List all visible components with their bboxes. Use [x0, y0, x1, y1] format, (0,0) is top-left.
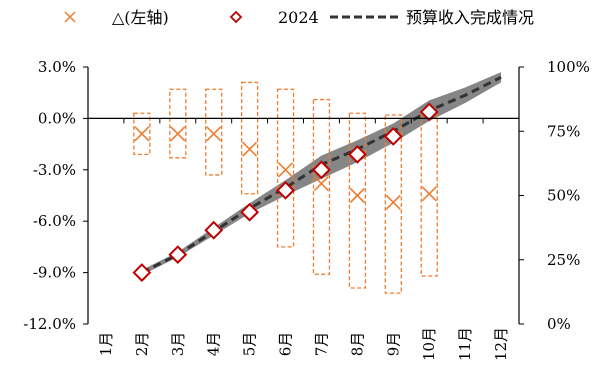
diamond-marker	[168, 245, 188, 265]
x-marker-stroke	[277, 162, 294, 178]
x-marker	[206, 126, 222, 142]
x-marker	[277, 162, 294, 178]
right-tick-label: 75%	[547, 122, 580, 140]
left-tick-label: 3.0%	[38, 58, 76, 76]
category-tick-label: 2月	[133, 332, 151, 357]
x-marker-stroke	[385, 194, 401, 210]
x-marker-stroke	[349, 187, 365, 204]
x-marker	[242, 141, 258, 157]
x-marker	[349, 187, 365, 204]
diamond-marker	[276, 180, 295, 200]
x-marker	[385, 194, 401, 210]
left-tick-label: -12.0%	[23, 315, 76, 333]
x-marker-stroke	[421, 186, 437, 202]
category-tick-label: 8月	[348, 332, 366, 357]
diamond-marker	[312, 160, 331, 180]
range-box	[169, 88, 187, 159]
range-box-layer	[133, 81, 438, 294]
range-box	[312, 98, 331, 275]
legend-label-completion: 预算收入完成情况	[406, 8, 534, 27]
left-tick-label: -6.0%	[33, 212, 76, 230]
category-tick-label: 5月	[241, 332, 259, 357]
range-box	[276, 88, 295, 248]
category-tick-label: 10月	[420, 327, 438, 361]
left-tick-label: -3.0%	[33, 161, 76, 179]
diamond-marker	[383, 126, 403, 146]
axes: 3.0% 0.0% -3.0% -6.0% -9.0% -12.0% 100% 75% 50% 2…	[23, 58, 590, 361]
range-box	[133, 112, 151, 156]
range-box	[348, 112, 367, 289]
diamond-marker	[347, 144, 367, 164]
category-tick-label: 3月	[169, 332, 187, 357]
left-tick-label: 0.0%	[38, 109, 76, 127]
legend-label-delta: △(左轴)	[112, 8, 169, 27]
x-marker	[170, 126, 186, 142]
plot-area	[132, 72, 502, 294]
left-tick-label: -9.0%	[33, 264, 76, 282]
right-tick-label: 50%	[547, 187, 580, 205]
diamond-marker	[240, 202, 260, 222]
x-marker-stroke	[170, 126, 186, 142]
x-marker-stroke	[242, 141, 258, 157]
range-box	[240, 81, 259, 195]
x-marker-stroke	[206, 126, 222, 142]
legend-diamond-marker	[229, 10, 243, 24]
category-tick-label: 1月	[97, 332, 115, 357]
category-tick-label: 6月	[277, 332, 295, 357]
legend-x-marker	[64, 11, 76, 23]
x-marker	[134, 126, 150, 142]
category-tick-label: 12月	[492, 327, 510, 361]
diamond-marker-layer	[132, 102, 439, 283]
x-marker-layer	[134, 126, 437, 210]
diamond-marker	[204, 220, 224, 240]
category-tick-label: 11月	[456, 327, 474, 361]
right-tick-label: 25%	[547, 251, 580, 269]
category-tick-label: 7月	[312, 332, 330, 357]
x-marker	[313, 175, 330, 192]
x-marker-stroke	[134, 126, 150, 142]
diamond-marker	[419, 102, 439, 122]
diamond-marker	[132, 263, 152, 283]
category-tick-label: 9月	[384, 332, 402, 357]
legend-label-2024: 2024	[278, 8, 319, 27]
category-tick-label: 4月	[205, 332, 223, 357]
legend: △(左轴) 2024 预算收入完成情况	[64, 8, 534, 27]
range-box	[420, 114, 438, 277]
right-tick-label: 100%	[547, 58, 590, 76]
legend-x-stroke	[64, 11, 76, 23]
x-marker	[421, 186, 437, 202]
range-box	[384, 114, 402, 294]
x-marker-stroke	[313, 175, 330, 192]
right-tick-label: 0%	[547, 315, 571, 333]
range-box	[205, 88, 223, 176]
